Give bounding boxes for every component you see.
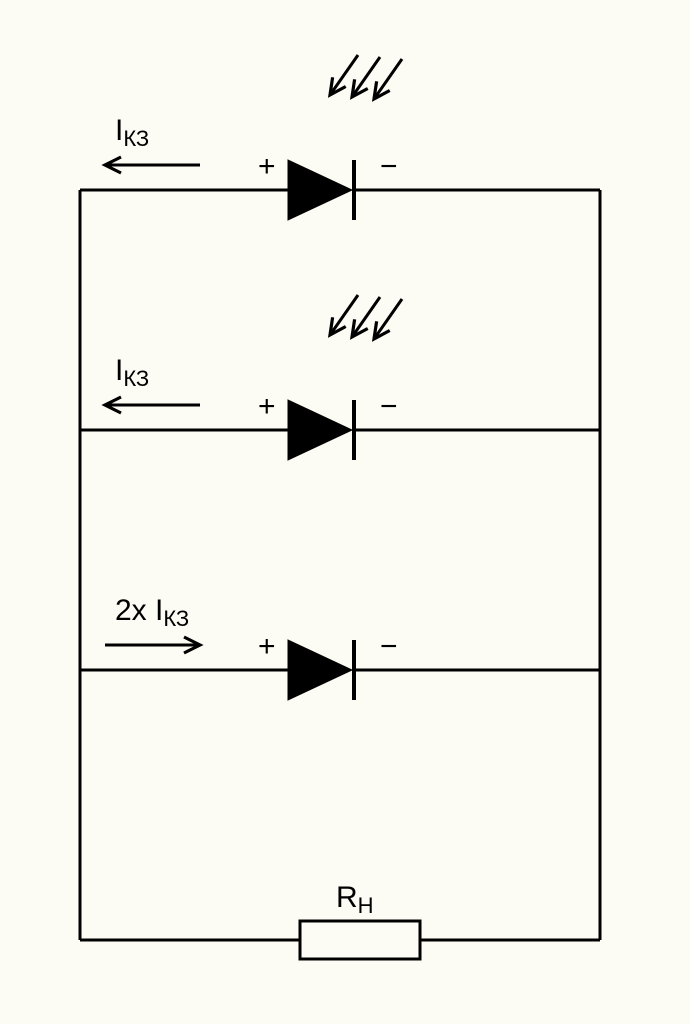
diode-minus-label: − <box>380 390 398 423</box>
diode-plus-label: + <box>258 390 276 423</box>
diode-plus-label: + <box>258 630 276 663</box>
diode-minus-label: − <box>380 630 398 663</box>
canvas-bg <box>0 0 690 1024</box>
diode-minus-label: − <box>380 150 398 183</box>
diode-plus-label: + <box>258 150 276 183</box>
load-resistor <box>300 921 420 959</box>
